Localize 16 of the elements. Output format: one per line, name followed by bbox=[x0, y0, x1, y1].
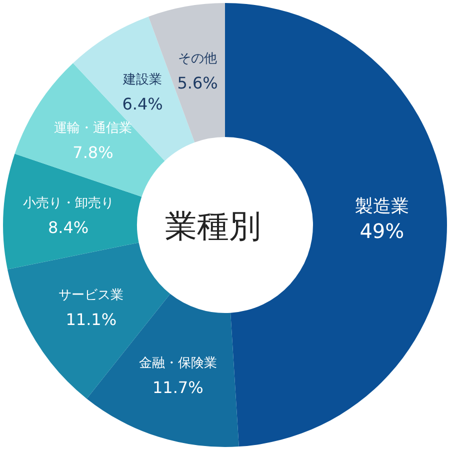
slice-label: 金融・保険業 bbox=[138, 356, 217, 371]
slice-label: その他 bbox=[178, 51, 218, 66]
slice-label: 建設業 bbox=[122, 72, 162, 88]
data-label: 49% bbox=[360, 219, 404, 244]
data-label: 11.1% bbox=[66, 310, 117, 330]
data-label: 8.4% bbox=[48, 218, 89, 238]
data-label: 6.4% bbox=[122, 94, 163, 114]
slice-label: 小売り・卸売り bbox=[22, 196, 114, 212]
data-label: 5.6% bbox=[177, 73, 218, 92]
slice-label: サービス業 bbox=[58, 288, 124, 304]
data-label: 7.8% bbox=[72, 143, 114, 162]
text: 業種別 bbox=[165, 207, 261, 245]
slice-label: 運輸・通信業 bbox=[54, 121, 132, 136]
data-label: 11.7% bbox=[152, 378, 204, 397]
slice-label: 製造業 bbox=[354, 196, 409, 218]
donut-slice bbox=[14, 63, 165, 197]
